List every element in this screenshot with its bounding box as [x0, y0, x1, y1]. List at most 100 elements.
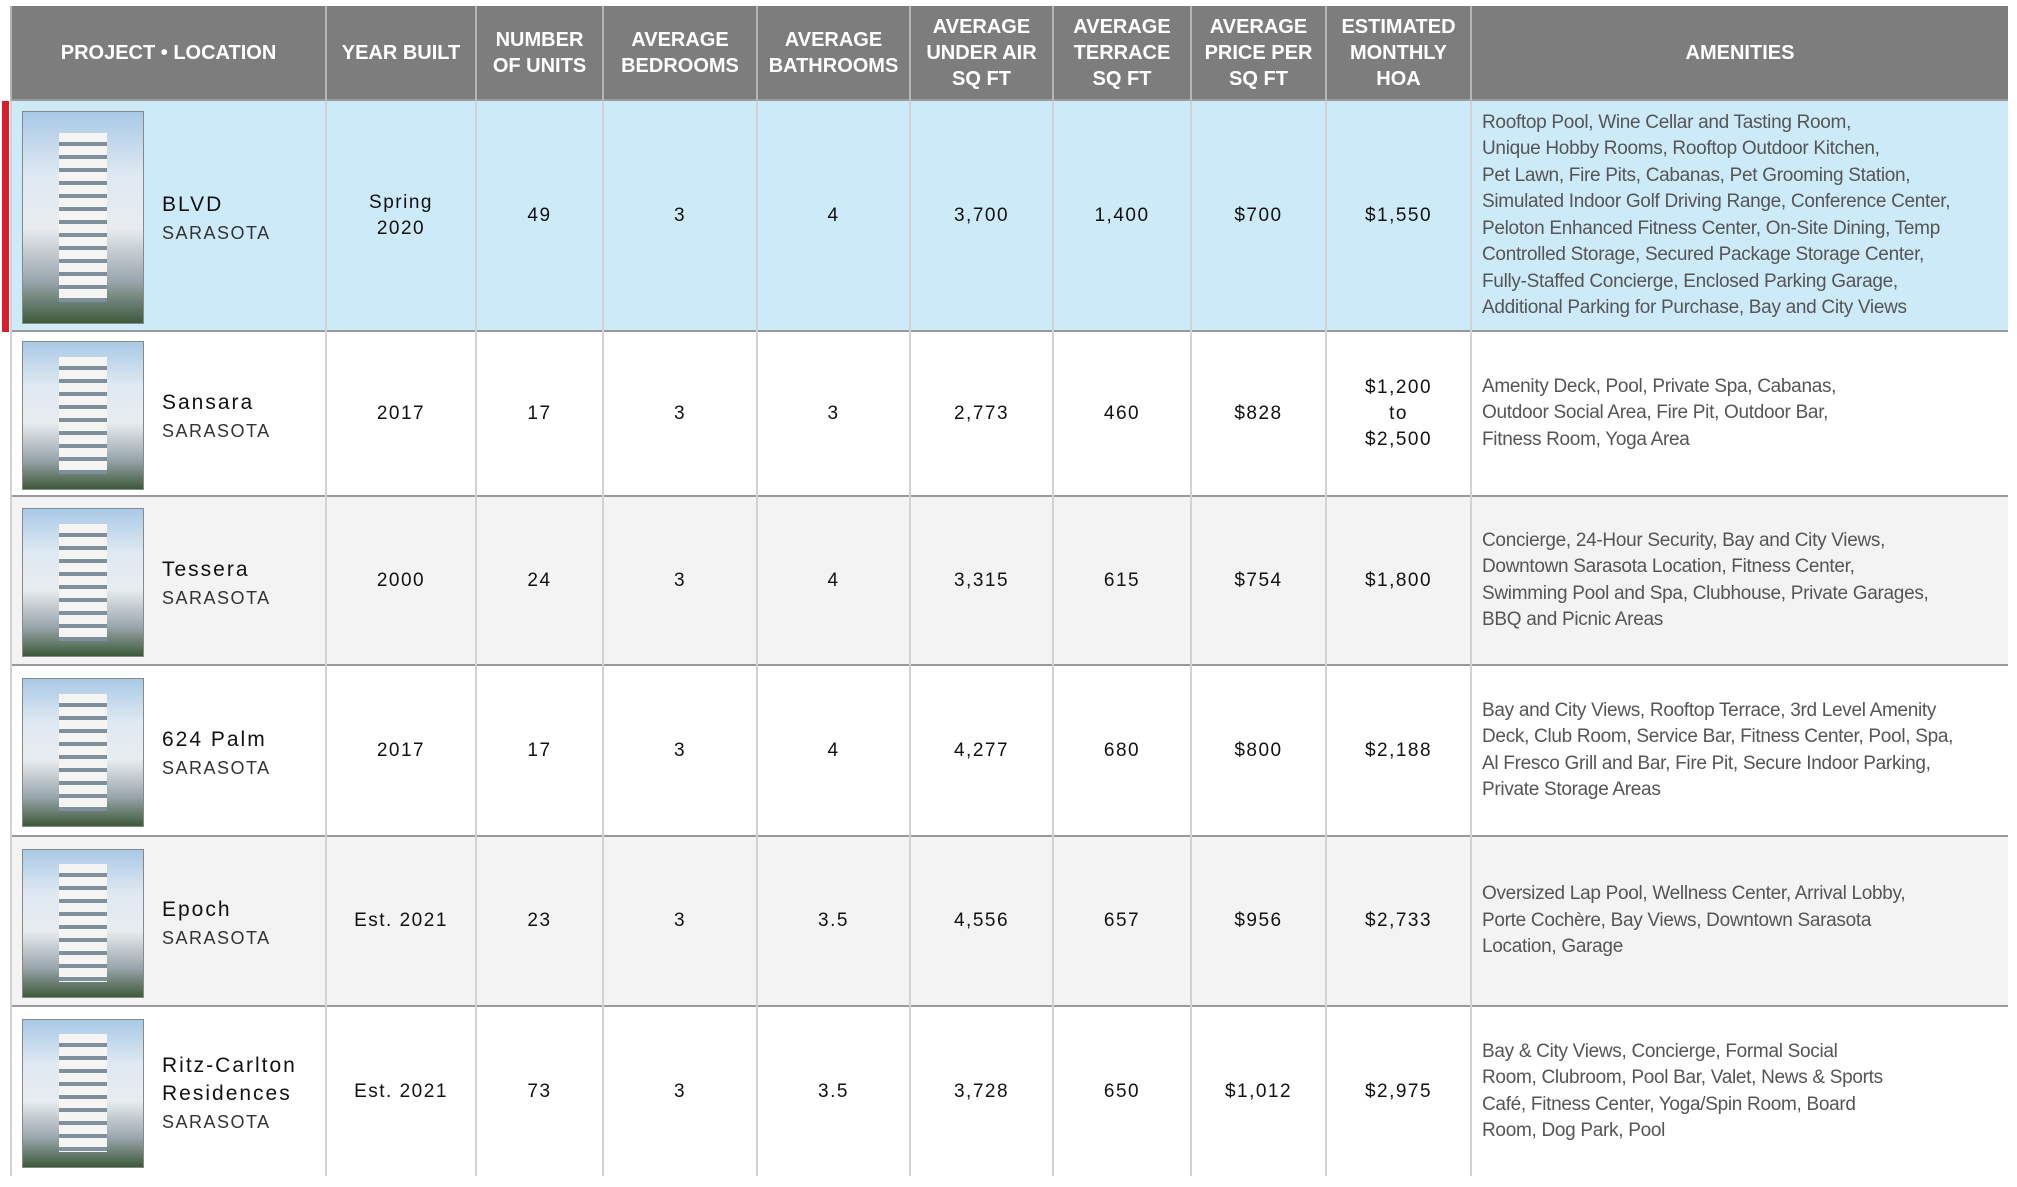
bathrooms-cell: 4 — [757, 496, 910, 665]
units-cell: 23 — [476, 836, 603, 1006]
bedrooms-cell: 3 — [603, 665, 757, 836]
column-header: PROJECT • LOCATION — [11, 6, 326, 100]
amenities-cell: Concierge, 24-Hour Security, Bay and Cit… — [1471, 496, 2008, 665]
year-built-cell: 2017 — [326, 665, 476, 836]
project-name: Tessera SARASOTA — [162, 556, 271, 612]
building-photo — [22, 1019, 144, 1168]
terrace-cell: 657 — [1053, 836, 1191, 1006]
building-photo — [22, 111, 144, 324]
bedrooms-cell: 3 — [603, 331, 757, 496]
under-air-cell: 3,700 — [910, 100, 1053, 331]
column-header: AVERAGE PRICE PER SQ FT — [1191, 6, 1326, 100]
bathrooms-cell: 3 — [757, 331, 910, 496]
project-name: Sansara SARASOTA — [162, 389, 271, 445]
project-location: SARASOTA — [162, 219, 271, 247]
project-title: Ritz-Carlton Residences — [162, 1054, 297, 1105]
project-cell: Sansara SARASOTA — [11, 331, 326, 496]
units-cell: 17 — [476, 331, 603, 496]
units-cell: 17 — [476, 665, 603, 836]
amenities-cell: Amenity Deck, Pool, Private Spa, Cabanas… — [1471, 331, 2008, 496]
bathrooms-cell: 3.5 — [757, 836, 910, 1006]
project-cell: Tessera SARASOTA — [11, 496, 326, 665]
amenities-cell: Rooftop Pool, Wine Cellar and Tasting Ro… — [1471, 100, 2008, 331]
building-photo — [22, 508, 144, 657]
hoa-cell: $1,200 to $2,500 — [1326, 331, 1471, 496]
units-cell: 73 — [476, 1006, 603, 1176]
project-location: SARASOTA — [162, 924, 271, 952]
amenities-cell: Bay & City Views, Concierge, Formal Soci… — [1471, 1006, 2008, 1176]
building-photo — [22, 341, 144, 490]
under-air-cell: 3,728 — [910, 1006, 1053, 1176]
price-per-sqft-cell: $956 — [1191, 836, 1326, 1006]
price-per-sqft-cell: $754 — [1191, 496, 1326, 665]
project-name: Ritz-Carlton Residences SARASOTA — [162, 1052, 297, 1136]
bedrooms-cell: 3 — [603, 836, 757, 1006]
column-header: AVERAGE BEDROOMS — [603, 6, 757, 100]
project-cell: BLVD SARASOTA — [11, 100, 326, 331]
terrace-cell: 460 — [1053, 331, 1191, 496]
bathrooms-cell: 4 — [757, 665, 910, 836]
hoa-cell: $2,975 — [1326, 1006, 1471, 1176]
under-air-cell: 4,277 — [910, 665, 1053, 836]
bedrooms-cell: 3 — [603, 100, 757, 331]
units-cell: 24 — [476, 496, 603, 665]
column-header: YEAR BUILT — [326, 6, 476, 100]
column-header: AVERAGE BATHROOMS — [757, 6, 910, 100]
bedrooms-cell: 3 — [603, 496, 757, 665]
price-per-sqft-cell: $700 — [1191, 100, 1326, 331]
project-cell: Ritz-Carlton Residences SARASOTA — [11, 1006, 326, 1176]
project-title: BLVD — [162, 193, 223, 216]
under-air-cell: 3,315 — [910, 496, 1053, 665]
project-location: SARASOTA — [162, 417, 271, 445]
column-header: AMENITIES — [1471, 6, 2008, 100]
column-header: AVERAGE UNDER AIR SQ FT — [910, 6, 1053, 100]
price-per-sqft-cell: $828 — [1191, 331, 1326, 496]
year-built-cell: 2000 — [326, 496, 476, 665]
page: PROJECT • LOCATIONYEAR BUILTNUMBER OF UN… — [0, 0, 2017, 1187]
year-built-cell: Spring 2020 — [326, 100, 476, 331]
under-air-cell: 2,773 — [910, 331, 1053, 496]
building-photo — [22, 678, 144, 827]
building-photo — [22, 849, 144, 998]
bathrooms-cell: 4 — [757, 100, 910, 331]
price-per-sqft-cell: $800 — [1191, 665, 1326, 836]
project-title: 624 Palm — [162, 728, 267, 751]
units-cell: 49 — [476, 100, 603, 331]
amenities-cell: Oversized Lap Pool, Wellness Center, Arr… — [1471, 836, 2008, 1006]
selected-marker — [2, 101, 9, 332]
terrace-cell: 680 — [1053, 665, 1191, 836]
hoa-cell: $2,188 — [1326, 665, 1471, 836]
bedrooms-cell: 3 — [603, 1006, 757, 1176]
hoa-cell: $1,800 — [1326, 496, 1471, 665]
table-row: Ritz-Carlton Residences SARASOTA Est. 2021… — [11, 1006, 2008, 1176]
project-title: Sansara — [162, 391, 254, 414]
column-header: ESTIMATED MONTHLY HOA — [1326, 6, 1471, 100]
project-title: Tessera — [162, 558, 250, 581]
column-header: AVERAGE TERRACE SQ FT — [1053, 6, 1191, 100]
amenities-cell: Bay and City Views, Rooftop Terrace, 3rd… — [1471, 665, 2008, 836]
terrace-cell: 650 — [1053, 1006, 1191, 1176]
column-header: NUMBER OF UNITS — [476, 6, 603, 100]
year-built-cell: Est. 2021 — [326, 1006, 476, 1176]
project-name: Epoch SARASOTA — [162, 896, 271, 952]
terrace-cell: 615 — [1053, 496, 1191, 665]
project-cell: Epoch SARASOTA — [11, 836, 326, 1006]
project-location: SARASOTA — [162, 1108, 297, 1136]
year-built-cell: Est. 2021 — [326, 836, 476, 1006]
project-location: SARASOTA — [162, 584, 271, 612]
hoa-cell: $1,550 — [1326, 100, 1471, 331]
bathrooms-cell: 3.5 — [757, 1006, 910, 1176]
terrace-cell: 1,400 — [1053, 100, 1191, 331]
project-title: Epoch — [162, 898, 232, 921]
price-per-sqft-cell: $1,012 — [1191, 1006, 1326, 1176]
